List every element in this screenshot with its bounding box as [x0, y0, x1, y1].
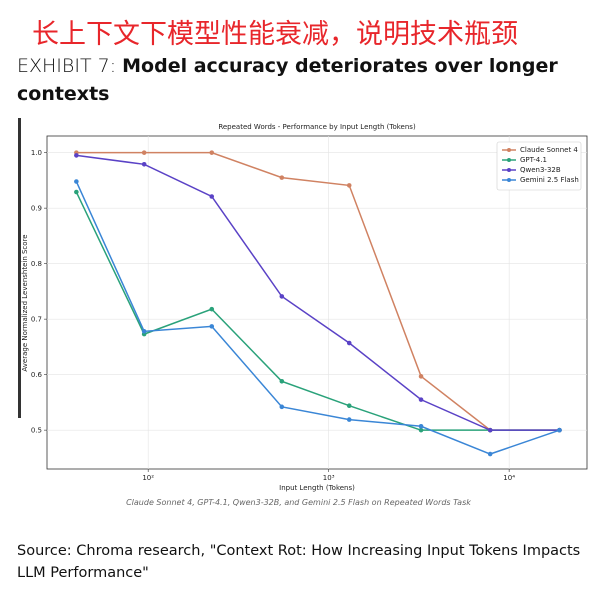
data-point: [279, 175, 285, 180]
legend-marker: [507, 168, 511, 172]
y-tick-label: 0.9: [31, 205, 42, 213]
data-point: [209, 324, 215, 329]
caption: Claude Sonnet 4, GPT-4.1, Qwen3-32B, and…: [126, 498, 471, 507]
y-tick-label: 0.5: [31, 427, 42, 435]
data-point: [279, 379, 285, 384]
series-line: [76, 151, 560, 431]
data-point: [209, 150, 215, 155]
data-point: [418, 374, 424, 379]
data-point: [141, 162, 147, 167]
data-point: [279, 294, 285, 299]
y-tick-label: 1.0: [31, 149, 42, 157]
y-tick-label: 0.7: [31, 316, 42, 324]
data-point: [74, 179, 79, 184]
x-axis-label: Input Length (Tokens): [279, 484, 355, 492]
data-point: [487, 451, 493, 457]
data-point: [346, 340, 352, 346]
legend-marker: [507, 148, 511, 152]
data-point: [279, 404, 285, 410]
data-point: [74, 153, 79, 158]
data-point: [346, 183, 352, 188]
x-tick-label: 10²: [142, 474, 154, 482]
heading: 长上下文下模型性能衰减，说明技术瓶颈: [32, 19, 518, 50]
chart-title: Repeated Words - Performance by Input Le…: [218, 123, 416, 131]
legend-label: GPT-4.1: [520, 156, 547, 164]
x-tick-label: 10³: [323, 474, 335, 482]
data-point: [141, 150, 147, 155]
data-point: [418, 397, 424, 402]
legend-label: Gemini 2.5 Flash: [520, 176, 579, 184]
data-point: [346, 403, 352, 409]
x-tick-label: 10⁴: [503, 474, 515, 482]
exhibit-title: Model accuracy deteriorates over longer …: [17, 55, 558, 105]
data-point: [418, 427, 424, 433]
data-point: [209, 306, 215, 312]
series-line: [75, 181, 560, 455]
legend-marker: [507, 178, 511, 182]
data-point: [487, 427, 493, 433]
chart: Repeated Words - Performance by Input Le…: [18, 118, 588, 492]
data-point: [74, 189, 79, 195]
legend-box: [496, 141, 582, 191]
data-point: [141, 329, 147, 334]
y-axis-label: Average Normalized Levenshtein Score: [21, 234, 29, 371]
edge-bar: [18, 118, 21, 418]
y-tick-label: 0.8: [31, 260, 42, 268]
data-point: [557, 427, 562, 433]
legend-label: Qwen3-32B: [520, 166, 561, 174]
data-point: [209, 194, 215, 199]
legend-label: Claude Sonnet 4: [520, 146, 578, 154]
source: Source: Chroma research, "Context Rot: H…: [17, 543, 581, 581]
exhibit: EXHIBIT 7: Model accuracy deteriorates o…: [17, 52, 577, 108]
data-point: [346, 417, 352, 422]
series-line: [76, 154, 560, 431]
y-tick-label: 0.6: [31, 371, 43, 379]
data-point: [418, 423, 424, 429]
legend-marker: [507, 158, 511, 162]
exhibit-label: EXHIBIT 7:: [17, 55, 117, 77]
